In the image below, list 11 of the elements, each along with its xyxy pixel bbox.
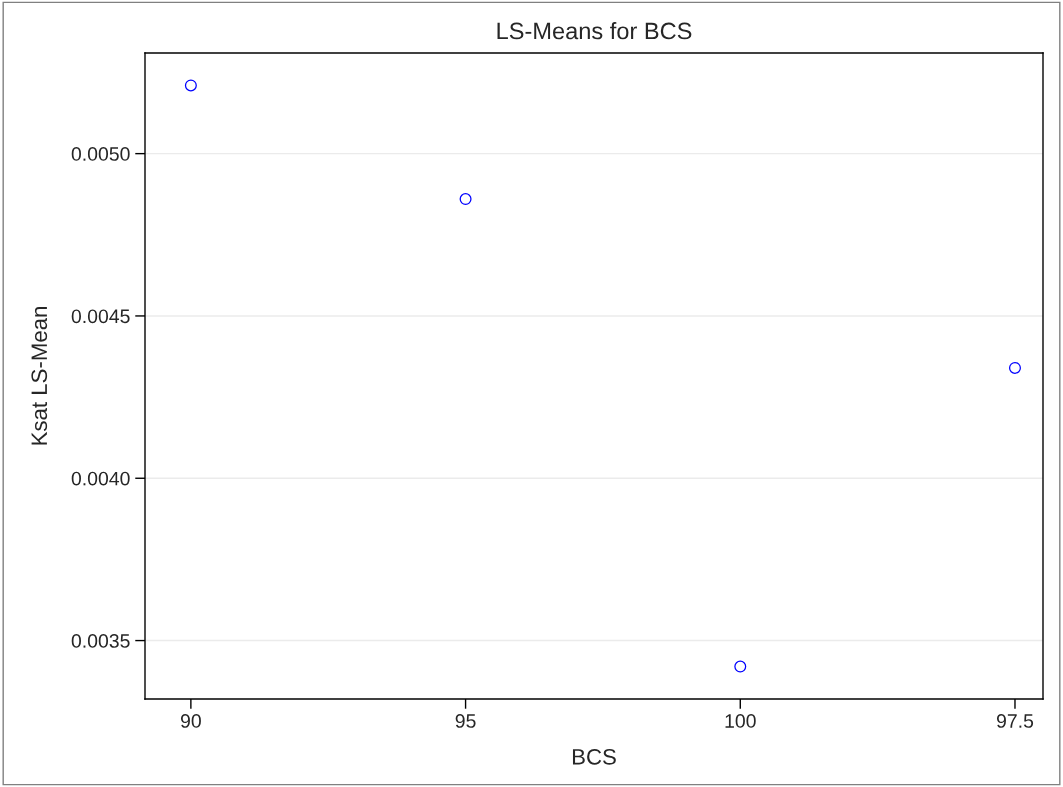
y-tick-label: 0.0035	[71, 634, 130, 648]
y-tick-label: 0.0050	[71, 147, 130, 161]
chart-title: LS-Means for BCS	[497, 22, 692, 40]
y-tick-label: 0.0045	[71, 309, 130, 324]
x-tick-label: 90	[180, 714, 201, 728]
x-axis-title: BCS	[572, 748, 616, 765]
y-tick-label: 0.0040	[71, 471, 130, 486]
x-tick-label: 100	[725, 714, 756, 728]
x-tick-label: 95	[455, 714, 476, 728]
x-tick-label: 97.5	[996, 714, 1034, 728]
y-axis-title: Ksat LS-Mean	[31, 307, 48, 445]
